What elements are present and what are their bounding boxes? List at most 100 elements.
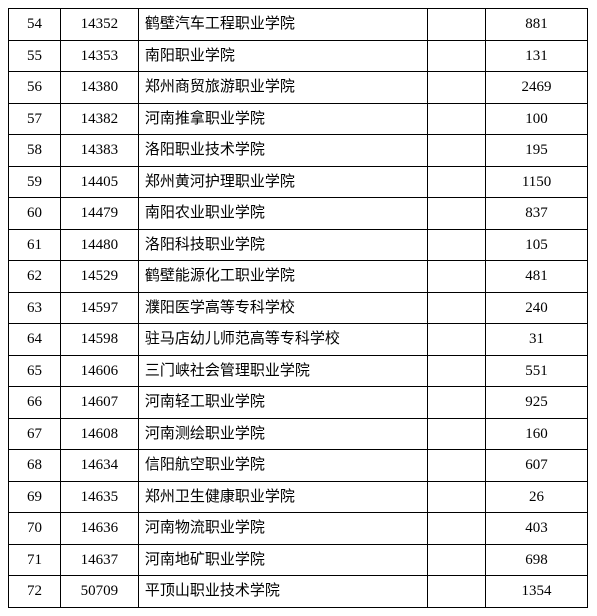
cell-name: 三门峡社会管理职业学院: [138, 355, 427, 387]
cell-blank: [428, 198, 486, 230]
cell-name: 驻马店幼儿师范高等专科学校: [138, 324, 427, 356]
cell-blank: [428, 481, 486, 513]
cell-name: 平顶山职业技术学院: [138, 576, 427, 608]
cell-count: 2469: [486, 72, 588, 104]
table-row: 5414352鹤壁汽车工程职业学院881: [9, 9, 588, 41]
table-row: 5914405郑州黄河护理职业学院1150: [9, 166, 588, 198]
cell-index: 58: [9, 135, 61, 167]
cell-index: 66: [9, 387, 61, 419]
cell-name: 洛阳职业技术学院: [138, 135, 427, 167]
cell-name: 郑州卫生健康职业学院: [138, 481, 427, 513]
cell-code: 14607: [60, 387, 138, 419]
cell-code: 14383: [60, 135, 138, 167]
cell-count: 131: [486, 40, 588, 72]
cell-code: 14352: [60, 9, 138, 41]
cell-count: 925: [486, 387, 588, 419]
cell-count: 1354: [486, 576, 588, 608]
cell-blank: [428, 387, 486, 419]
table-row: 6914635郑州卫生健康职业学院 26: [9, 481, 588, 513]
cell-name: 南阳农业职业学院: [138, 198, 427, 230]
cell-name: 南阳职业学院: [138, 40, 427, 72]
cell-code: 14606: [60, 355, 138, 387]
table-row: 6114480洛阳科技职业学院 105: [9, 229, 588, 261]
cell-code: 14353: [60, 40, 138, 72]
cell-count: 403: [486, 513, 588, 545]
cell-count: 100: [486, 103, 588, 135]
table-row: 6714608河南测绘职业学院160: [9, 418, 588, 450]
cell-blank: [428, 261, 486, 293]
cell-index: 67: [9, 418, 61, 450]
cell-index: 72: [9, 576, 61, 608]
cell-blank: [428, 324, 486, 356]
cell-code: 50709: [60, 576, 138, 608]
cell-index: 65: [9, 355, 61, 387]
cell-index: 57: [9, 103, 61, 135]
cell-code: 14598: [60, 324, 138, 356]
cell-blank: [428, 355, 486, 387]
cell-index: 69: [9, 481, 61, 513]
cell-count: 607: [486, 450, 588, 482]
table-row: 6614607河南轻工职业学院 925: [9, 387, 588, 419]
cell-name: 信阳航空职业学院: [138, 450, 427, 482]
cell-index: 63: [9, 292, 61, 324]
cell-code: 14529: [60, 261, 138, 293]
cell-blank: [428, 450, 486, 482]
cell-blank: [428, 103, 486, 135]
cell-blank: [428, 544, 486, 576]
cell-index: 64: [9, 324, 61, 356]
cell-name: 郑州黄河护理职业学院: [138, 166, 427, 198]
cell-name: 鹤壁汽车工程职业学院: [138, 9, 427, 41]
cell-name: 河南测绘职业学院: [138, 418, 427, 450]
cell-count: 240: [486, 292, 588, 324]
cell-name: 洛阳科技职业学院: [138, 229, 427, 261]
cell-name: 河南物流职业学院: [138, 513, 427, 545]
cell-count: 195: [486, 135, 588, 167]
cell-index: 61: [9, 229, 61, 261]
cell-blank: [428, 418, 486, 450]
cell-blank: [428, 513, 486, 545]
cell-count: 481: [486, 261, 588, 293]
cell-code: 14636: [60, 513, 138, 545]
table-row: 6314597濮阳医学高等专科学校240: [9, 292, 588, 324]
cell-blank: [428, 166, 486, 198]
cell-count: 26: [486, 481, 588, 513]
table-row: 5714382河南推拿职业学院100: [9, 103, 588, 135]
table-row: 7250709平顶山职业技术学院 1354: [9, 576, 588, 608]
cell-blank: [428, 576, 486, 608]
cell-blank: [428, 40, 486, 72]
table-row: 5514353南阳职业学院131: [9, 40, 588, 72]
cell-count: 881: [486, 9, 588, 41]
table-container: 5414352鹤壁汽车工程职业学院8815514353南阳职业学院1315614…: [0, 0, 597, 616]
table-row: 6414598驻马店幼儿师范高等专科学校 31: [9, 324, 588, 356]
cell-count: 1150: [486, 166, 588, 198]
table-row: 7114637河南地矿职业学院698: [9, 544, 588, 576]
cell-blank: [428, 72, 486, 104]
cell-code: 14480: [60, 229, 138, 261]
table-body: 5414352鹤壁汽车工程职业学院8815514353南阳职业学院1315614…: [9, 9, 588, 608]
cell-blank: [428, 229, 486, 261]
table-row: 7014636河南物流职业学院 403: [9, 513, 588, 545]
cell-count: 160: [486, 418, 588, 450]
cell-name: 河南轻工职业学院: [138, 387, 427, 419]
cell-code: 14382: [60, 103, 138, 135]
cell-index: 60: [9, 198, 61, 230]
table-row: 6214529鹤壁能源化工职业学院481: [9, 261, 588, 293]
cell-index: 70: [9, 513, 61, 545]
table-row: 5814383洛阳职业技术学院 195: [9, 135, 588, 167]
cell-blank: [428, 9, 486, 41]
cell-blank: [428, 292, 486, 324]
cell-blank: [428, 135, 486, 167]
cell-name: 河南地矿职业学院: [138, 544, 427, 576]
cell-count: 31: [486, 324, 588, 356]
table-row: 5614380郑州商贸旅游职业学院2469: [9, 72, 588, 104]
cell-count: 551: [486, 355, 588, 387]
cell-index: 68: [9, 450, 61, 482]
cell-name: 鹤壁能源化工职业学院: [138, 261, 427, 293]
cell-code: 14635: [60, 481, 138, 513]
cell-code: 14637: [60, 544, 138, 576]
cell-index: 71: [9, 544, 61, 576]
table-row: 6814634信阳航空职业学院607: [9, 450, 588, 482]
cell-index: 59: [9, 166, 61, 198]
cell-count: 105: [486, 229, 588, 261]
cell-name: 郑州商贸旅游职业学院: [138, 72, 427, 104]
